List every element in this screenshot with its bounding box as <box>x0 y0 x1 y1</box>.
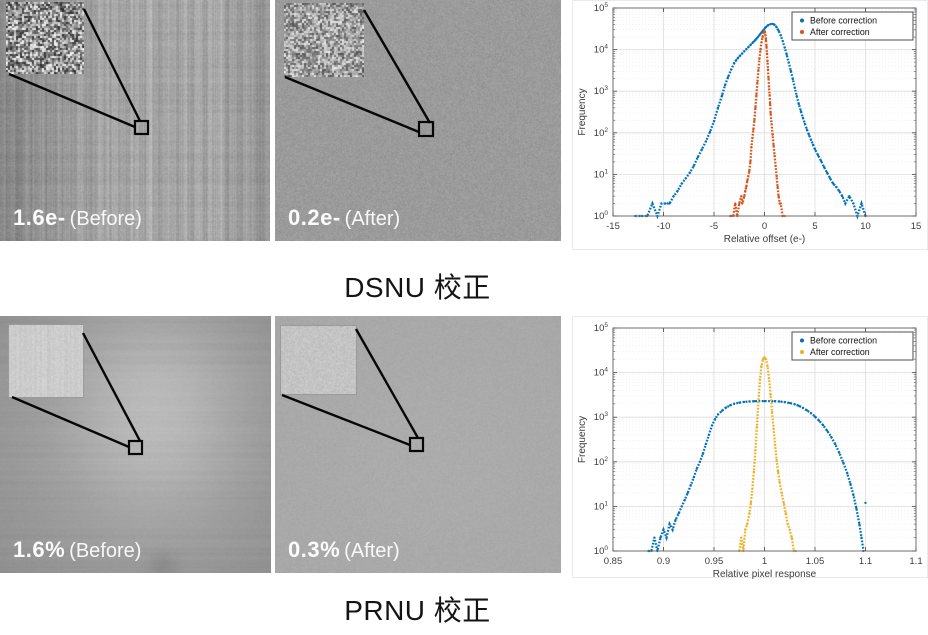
svg-text:100: 100 <box>594 210 609 222</box>
prnu-section-title: PRNU 校正 <box>344 595 491 626</box>
image-label: 1.6e- (Before) <box>13 205 142 231</box>
label-qualifier: (After) <box>344 540 400 562</box>
svg-text:1: 1 <box>762 556 767 567</box>
svg-text:15: 15 <box>911 221 922 232</box>
dsnu-before-image: 1.6e- (Before) <box>0 0 270 241</box>
svg-text:Before correction: Before correction <box>810 16 877 26</box>
svg-text:After correction: After correction <box>810 27 870 37</box>
label-qualifier: (After) <box>344 208 401 230</box>
label-value: 0.3% <box>288 537 341 562</box>
label-value: 0.2e- <box>288 205 341 230</box>
svg-text:-5: -5 <box>710 221 718 232</box>
svg-text:1.1: 1.1 <box>859 556 872 567</box>
svg-text:Relative offset (e-): Relative offset (e-) <box>724 234 806 245</box>
svg-text:105: 105 <box>594 2 609 14</box>
svg-text:Relative pixel response: Relative pixel response <box>713 569 817 579</box>
svg-text:103: 103 <box>594 85 609 97</box>
svg-text:1.05: 1.05 <box>806 556 825 567</box>
label-value: 1.6% <box>13 537 66 562</box>
svg-text:102: 102 <box>594 127 609 139</box>
svg-text:Frequency: Frequency <box>577 88 588 135</box>
dsnu-after-zoom-inset-canvas <box>284 3 364 77</box>
svg-text:104: 104 <box>594 367 609 379</box>
svg-text:104: 104 <box>594 44 609 56</box>
label-value: 1.6e- <box>13 205 66 230</box>
svg-text:0.95: 0.95 <box>705 556 724 567</box>
svg-text:1.1: 1.1 <box>909 556 922 567</box>
svg-text:After correction: After correction <box>810 347 870 357</box>
prnu-after-image: 0.3% (After) <box>275 316 561 573</box>
svg-text:0: 0 <box>762 221 767 232</box>
prnu-histogram-panel: 0.85 0.9 0.95 1 1.05 1.1 1.1 100 101 102 103 104 105… <box>572 316 928 580</box>
svg-text:Before correction: Before correction <box>810 336 877 346</box>
svg-text:0.85: 0.85 <box>604 556 623 567</box>
svg-text:105: 105 <box>594 322 609 334</box>
svg-text:10: 10 <box>860 221 871 232</box>
svg-text:-10: -10 <box>657 221 671 232</box>
dsnu-before-zoom-inset-canvas <box>6 2 84 74</box>
label-qualifier: (Before) <box>69 540 142 562</box>
svg-text:-15: -15 <box>606 221 620 232</box>
label-qualifier: (Before) <box>69 208 142 230</box>
dsnu-after-image: 0.2e- (After) <box>275 0 561 241</box>
prnu-after-zoom-inset-canvas <box>280 325 357 395</box>
dsnu-section-title: DSNU 校正 <box>344 272 491 303</box>
dsnu-histogram-chart: -15 -10 -5 0 5 10 15 100 101 102 103 104 105 Relative… <box>577 2 922 245</box>
prnu-histogram-chart: 0.85 0.9 0.95 1 1.05 1.1 1.1 100 101 102 103 104 105… <box>577 322 923 580</box>
svg-text:103: 103 <box>594 411 609 423</box>
svg-text:Frequency: Frequency <box>577 416 588 463</box>
svg-text:5: 5 <box>812 221 817 232</box>
image-label: 1.6% (Before) <box>13 537 141 563</box>
image-label: 0.2e- (After) <box>288 205 400 231</box>
image-label: 0.3% (After) <box>288 537 400 563</box>
svg-text:101: 101 <box>594 500 609 512</box>
dsnu-histogram-panel: -15 -10 -5 0 5 10 15 100 101 102 103 104 105 Relative… <box>572 0 928 250</box>
svg-text:0.9: 0.9 <box>657 556 670 567</box>
prnu-before-zoom-inset-canvas <box>8 324 84 398</box>
prnu-before-image: 1.6% (Before) <box>0 316 271 573</box>
svg-text:101: 101 <box>594 168 609 180</box>
svg-text:100: 100 <box>594 545 609 557</box>
svg-text:102: 102 <box>594 456 609 468</box>
